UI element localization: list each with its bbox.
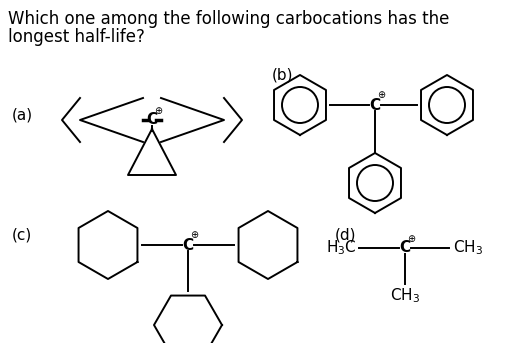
Text: $\oplus$: $\oplus$ — [377, 90, 387, 100]
Text: longest half-life?: longest half-life? — [8, 28, 145, 46]
Text: $\oplus$: $\oplus$ — [154, 105, 163, 116]
Text: CH$_3$: CH$_3$ — [453, 239, 483, 257]
Text: Which one among the following carbocations has the: Which one among the following carbocatio… — [8, 10, 449, 28]
Text: (b): (b) — [272, 68, 294, 83]
Text: $\oplus$: $\oplus$ — [190, 229, 200, 240]
Text: C: C — [147, 113, 158, 128]
Text: CH$_3$: CH$_3$ — [390, 286, 420, 305]
Text: (c): (c) — [12, 228, 32, 243]
Text: H$_3$C: H$_3$C — [326, 239, 357, 257]
Text: (d): (d) — [335, 228, 356, 243]
Text: C: C — [182, 237, 193, 252]
Text: (a): (a) — [12, 108, 33, 123]
Text: $\oplus$: $\oplus$ — [407, 233, 417, 244]
Text: C: C — [370, 97, 381, 113]
Text: C: C — [400, 240, 411, 256]
